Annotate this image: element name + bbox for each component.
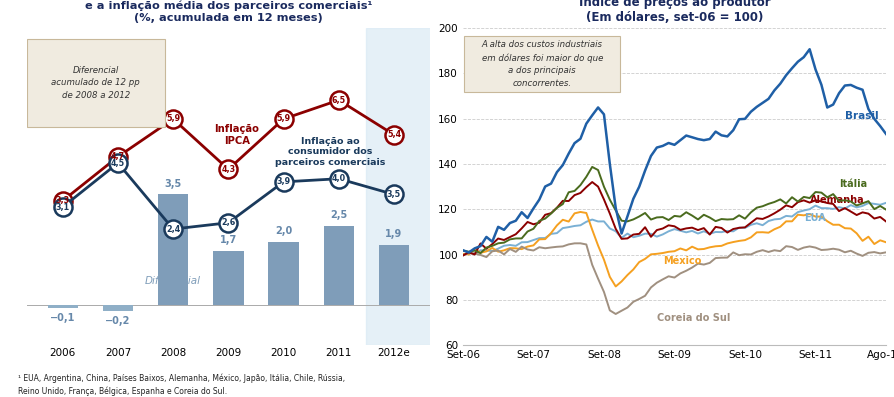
Text: Coreia do Sul: Coreia do Sul [656,313,730,323]
Text: ¹ EUA, Argentina, China, Países Baixos, Alemanha, México, Japão, Itália, Chile, : ¹ EUA, Argentina, China, Países Baixos, … [18,374,345,396]
Title: Diferencial entre a inflação doméstica ao consumidor
e a inflação média dos parc: Diferencial entre a inflação doméstica a… [55,0,401,23]
Text: 2,0: 2,0 [274,226,291,236]
Text: 5,9: 5,9 [166,114,180,123]
Text: 3,5: 3,5 [164,179,181,189]
Bar [366,28,432,345]
Text: 6,5: 6,5 [332,96,345,105]
Text: Itália: Itália [838,179,866,189]
Text: 4,3: 4,3 [221,165,235,174]
Bar [47,304,78,308]
Text: Brasil: Brasil [844,111,878,121]
Text: 4,0: 4,0 [332,174,345,183]
Text: 3,3: 3,3 [55,196,70,205]
Text: 2,4: 2,4 [165,225,180,233]
Text: EUA: EUA [803,213,824,224]
Bar [103,304,133,311]
Text: 3,5: 3,5 [386,190,401,199]
Text: 4,7: 4,7 [111,152,125,161]
Text: 1,7: 1,7 [220,235,237,245]
Text: 3,9: 3,9 [276,177,291,186]
Bar [268,242,299,304]
FancyBboxPatch shape [27,39,164,127]
Text: Diferencial
acumulado de 12 pp
de 2008 a 2012: Diferencial acumulado de 12 pp de 2008 a… [52,66,140,100]
Text: 3,1: 3,1 [55,202,70,212]
Text: Inflação ao
consumidor dos
parceiros comerciais: Inflação ao consumidor dos parceiros com… [275,137,385,167]
Text: 2,6: 2,6 [221,218,235,227]
Text: México: México [662,256,700,266]
Text: 2,5: 2,5 [330,210,347,220]
Bar [157,195,188,304]
Bar [378,245,409,304]
Text: 1,9: 1,9 [385,229,402,239]
Text: 4,5: 4,5 [111,158,125,168]
Text: Inflação
IPCA: Inflação IPCA [214,124,258,146]
Text: Alemanha: Alemanha [809,195,864,205]
Text: A alta dos custos industriais
em dólares foi maior do que
a dos principais
conco: A alta dos custos industriais em dólares… [481,40,603,88]
FancyBboxPatch shape [464,36,620,92]
Title: Índice de preços ao produtor
(Em dólares, set-06 = 100): Índice de preços ao produtor (Em dólares… [578,0,770,24]
Text: 5,4: 5,4 [386,130,401,139]
Text: −0,2: −0,2 [105,316,131,326]
Bar [213,251,243,304]
Bar [324,226,353,304]
Text: −0,1: −0,1 [50,313,75,323]
Text: Diferencial: Diferencial [145,276,201,286]
Text: 5,9: 5,9 [276,114,291,123]
